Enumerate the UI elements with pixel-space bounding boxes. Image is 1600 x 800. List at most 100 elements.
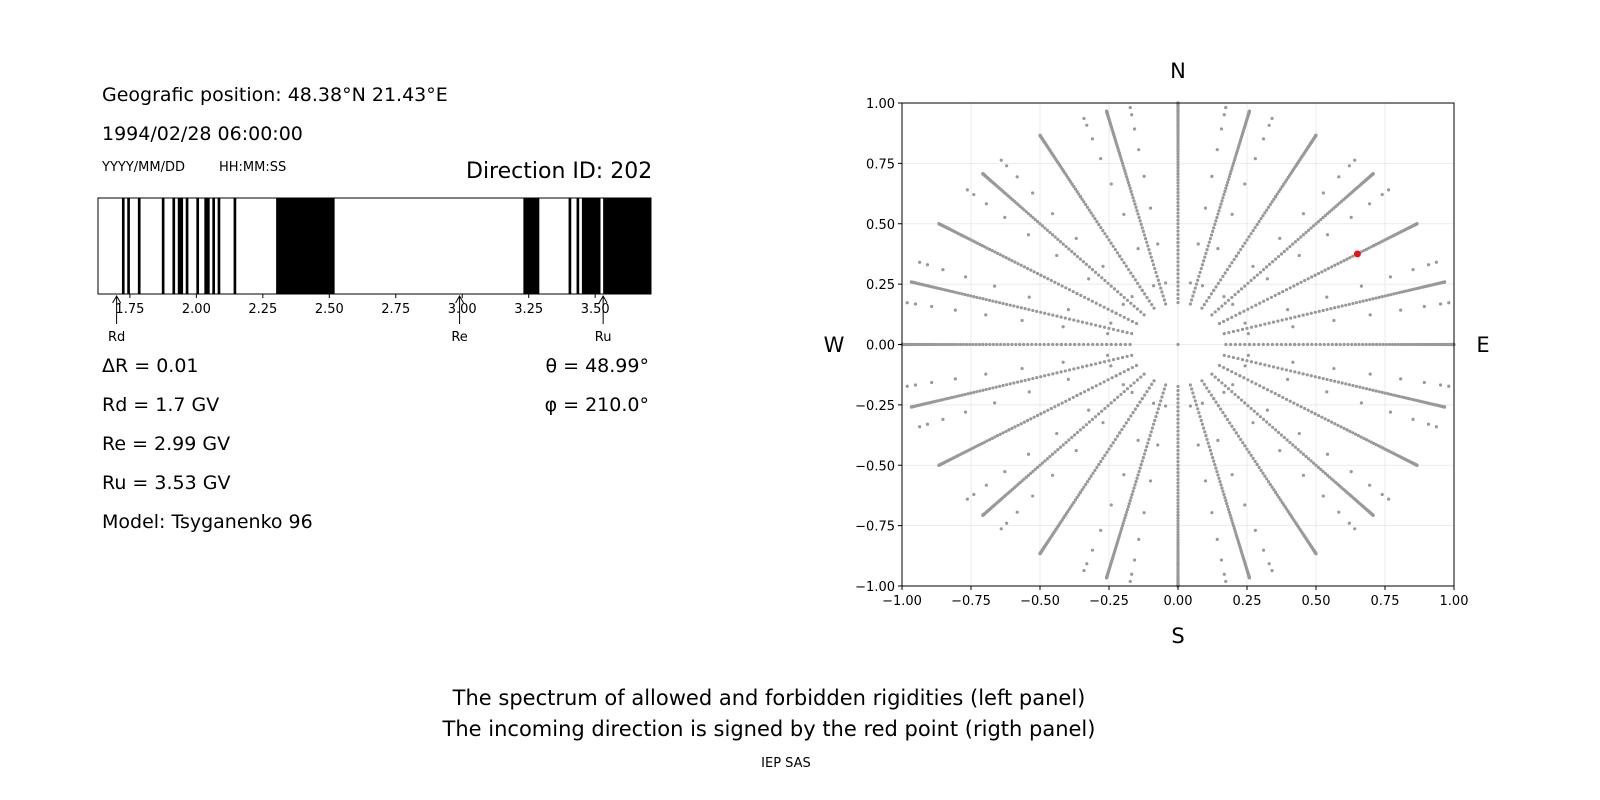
- direction-point: [1133, 407, 1137, 411]
- direction-point: [1176, 413, 1180, 417]
- direction-point: [1426, 263, 1431, 267]
- direction-point: [1036, 220, 1040, 224]
- direction-point: [1119, 292, 1123, 297]
- direction-point: [988, 342, 992, 347]
- direction-point: [1253, 528, 1257, 532]
- direction-point: [1231, 383, 1235, 387]
- direction-point: [1319, 218, 1323, 222]
- direction-point: [1064, 440, 1068, 445]
- direction-point: [1080, 365, 1085, 369]
- direction-point: [1080, 488, 1084, 492]
- direction-point: [1025, 266, 1030, 271]
- direction-point: [1007, 428, 1011, 432]
- direction-point: [1176, 140, 1180, 144]
- direction-point: [1155, 411, 1159, 415]
- direction-point: [1090, 548, 1095, 552]
- direction-point: [1247, 235, 1251, 239]
- direction-point: [1278, 187, 1283, 191]
- direction-point: [1208, 448, 1213, 453]
- direction-point: [1342, 259, 1346, 263]
- direction-point: [1132, 486, 1136, 490]
- direction-point: [1176, 433, 1180, 437]
- direction-point: [1273, 428, 1278, 432]
- direction-point: [1103, 278, 1107, 283]
- direction-point: [1380, 390, 1384, 394]
- forbidden-bar: [137, 198, 141, 294]
- direction-point: [1306, 228, 1311, 232]
- direction-point: [1176, 256, 1180, 260]
- direction-point: [1236, 251, 1241, 255]
- direction-point: [1216, 307, 1221, 311]
- direction-point: [1284, 368, 1289, 372]
- direction-point: [1200, 263, 1205, 267]
- direction-point: [998, 432, 1002, 436]
- direction-point: [1121, 302, 1125, 306]
- direction-point: [966, 293, 970, 297]
- direction-point: [1190, 387, 1194, 391]
- direction-point: [1217, 321, 1222, 326]
- direction-point: [1035, 376, 1039, 380]
- direction-point: [1085, 562, 1089, 566]
- south-label: S: [1171, 624, 1184, 648]
- direction-point: [1233, 156, 1237, 160]
- direction-point: [1200, 284, 1205, 288]
- direction-point: [1353, 158, 1357, 162]
- direction-point: [1321, 308, 1325, 313]
- direction-point: [1176, 284, 1180, 288]
- forbidden-bar: [121, 198, 125, 294]
- direction-point: [1206, 244, 1210, 248]
- direction-point: [1216, 212, 1220, 216]
- direction-point: [1071, 395, 1075, 400]
- direction-point: [1176, 145, 1180, 149]
- direction-point: [1353, 527, 1357, 531]
- direction-point: [1285, 247, 1289, 251]
- direction-point: [1040, 224, 1045, 228]
- direction-point: [1176, 207, 1180, 212]
- direction-point: [1393, 452, 1397, 456]
- direction-point: [1438, 302, 1443, 306]
- direction-point: [1116, 328, 1120, 333]
- forbidden-bar: [172, 198, 176, 294]
- direction-point: [999, 527, 1003, 531]
- direction-point: [1154, 270, 1158, 275]
- direction-point: [1223, 301, 1227, 305]
- marker-arrowhead: [455, 294, 465, 304]
- direction-point: [1295, 403, 1300, 407]
- direction-point: [1232, 526, 1236, 530]
- direction-point: [1150, 382, 1154, 387]
- direction-point: [1269, 295, 1273, 299]
- direction-point: [1303, 406, 1307, 411]
- direction-point: [1038, 463, 1042, 467]
- direction-point: [1055, 342, 1059, 347]
- direction-point: [963, 410, 968, 414]
- direction-point: [1122, 424, 1126, 428]
- direction-point: [977, 342, 982, 347]
- direction-point: [1016, 423, 1020, 427]
- direction-point: [1364, 438, 1368, 442]
- direction-point: [1282, 503, 1286, 507]
- direction-point: [1004, 256, 1008, 260]
- direction-point: [1301, 233, 1306, 237]
- direction-point: [1031, 191, 1035, 195]
- forbidden-bar: [576, 198, 580, 294]
- model-name: Model: Tsyganenko 96: [102, 511, 313, 533]
- direction-point: [1238, 311, 1242, 315]
- direction-point: [1392, 393, 1396, 397]
- direction-point: [1110, 376, 1114, 380]
- direction-point: [1100, 342, 1104, 347]
- direction-point: [1019, 263, 1023, 267]
- direction-point: [1233, 292, 1237, 297]
- direction-point: [1027, 390, 1031, 394]
- direction-point: [1120, 161, 1125, 165]
- direction-point: [1107, 238, 1111, 242]
- direction-point: [1245, 238, 1249, 242]
- direction-point: [1112, 398, 1117, 402]
- direction-point: [1089, 363, 1093, 367]
- direction-point: [1358, 385, 1362, 389]
- direction-point: [1042, 275, 1046, 279]
- direction-point: [1072, 185, 1076, 189]
- direction-point: [1332, 318, 1336, 323]
- direction-point: [1142, 313, 1146, 317]
- direction-point: [1221, 410, 1225, 415]
- direction-point: [1176, 467, 1180, 471]
